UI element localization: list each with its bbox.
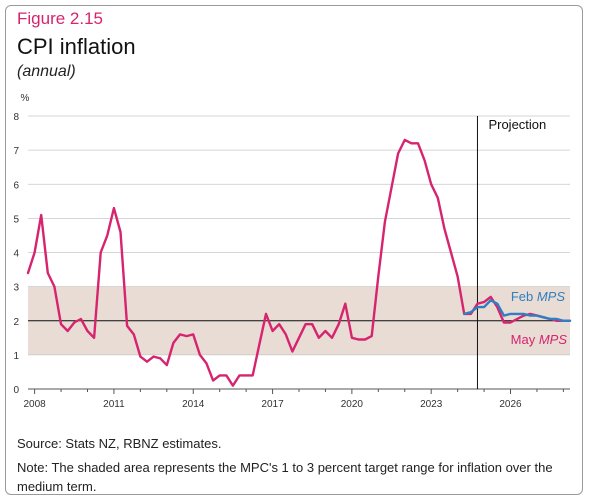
y-tick-label: 8	[13, 112, 19, 123]
y-tick-label: 0	[13, 385, 19, 396]
legend-label-may-mps-prefix: May	[511, 332, 539, 347]
axes-layer: 0 1 2 3 4 5 6 7 8% 2008 2011 2014 2017 2020 2023 2026	[13, 93, 570, 410]
y-axis-unit-label: %	[21, 93, 30, 104]
y-tick-label: 4	[13, 249, 19, 260]
y-tick-label: 5	[13, 214, 19, 225]
chart-subtitle: (annual)	[17, 63, 76, 80]
x-tick-label: 2011	[103, 399, 125, 410]
series-line-feb-mps	[463, 299, 572, 322]
source-note: Source: Stats NZ, RBNZ estimates.	[17, 436, 222, 451]
legend-label-may-mps-italic: MPS	[539, 332, 568, 347]
x-tick-label: 2014	[182, 399, 205, 410]
y-tick-label: 7	[13, 146, 19, 157]
x-tick-label: 2008	[23, 399, 46, 410]
figure-frame	[5, 5, 583, 495]
y-tick-label: 6	[13, 180, 19, 191]
series-line-may-mps	[26, 138, 572, 387]
legend-label-may-mps: May MPS	[511, 332, 568, 347]
projection-label: Projection	[488, 117, 546, 132]
chart-title: CPI inflation	[17, 34, 136, 59]
legend-label-feb-mps-prefix: Feb	[511, 289, 537, 304]
x-tick-label: 2020	[341, 399, 364, 410]
y-tick-label: 1	[13, 351, 19, 362]
legend-label-feb-mps-italic: MPS	[537, 289, 566, 304]
cpi-inflation-chart: 0 1 2 3 4 5 6 7 8% 2008 2011 2014 2017 2020 2023 2026 P…	[13, 93, 572, 410]
y-tick-label: 2	[13, 317, 19, 328]
x-tick-label: 2017	[261, 399, 284, 410]
figure-label: Figure 2.15	[17, 9, 103, 28]
y-tick-label: 3	[13, 283, 19, 294]
series-layer	[26, 138, 572, 387]
x-tick-label: 2026	[499, 399, 522, 410]
legend-label-feb-mps: Feb MPS	[511, 289, 566, 304]
shaded-area-note: Note: The shaded area represents the MPC…	[17, 460, 553, 494]
x-tick-label: 2023	[420, 399, 443, 410]
